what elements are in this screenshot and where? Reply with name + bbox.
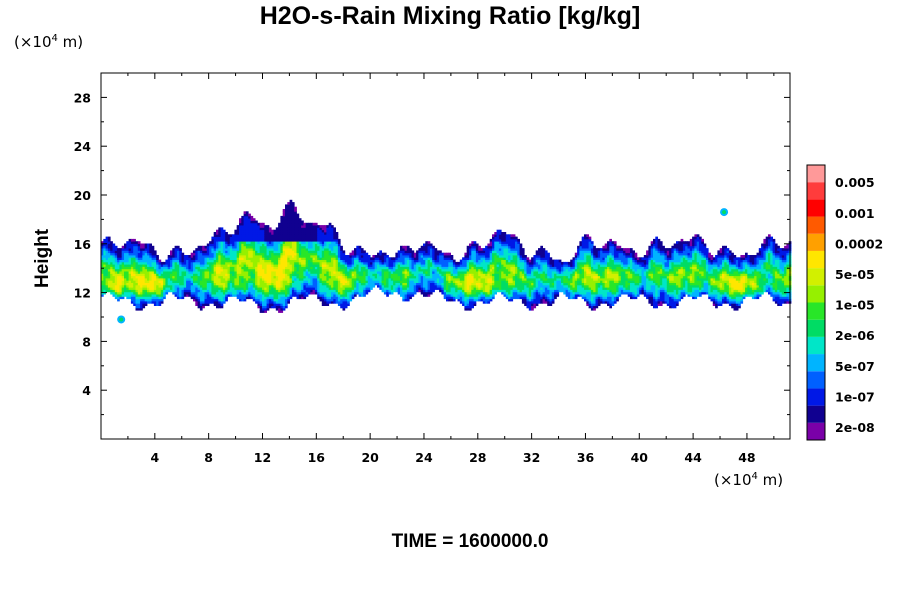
colorbar-segment [807,405,825,423]
x-tick-label: 4 [150,450,159,465]
colorbar-frame [806,164,826,441]
colorbar-segment [807,268,825,286]
colorbar-label: 1e-05 [835,298,875,313]
y-tick-label: 24 [74,139,92,154]
colorbar-segment [807,182,825,200]
y-tick-label: 4 [82,383,91,398]
colorbar-label: 1e-07 [835,389,875,404]
x-tick-label: 36 [577,450,595,465]
colorbar-segment [807,285,825,303]
x-tick-label: 40 [631,450,649,465]
x-tick-label: 28 [469,450,486,465]
y-tick-label: 8 [82,334,91,349]
chart-title: H2O-s-Rain Mixing Ratio [kg/kg] [259,2,641,30]
x-tick-label: 8 [204,450,213,465]
x-axis-unit: (×104 m) [714,471,784,489]
x-tick-label: 24 [415,450,433,465]
y-tick-label: 20 [74,188,92,203]
y-tick-label: 12 [74,286,91,301]
colorbar-label: 5e-07 [835,359,875,374]
colorbar-segment [807,354,825,372]
time-label: TIME = 1600000.0 [391,531,549,552]
isolated-cell-core-0 [119,317,124,322]
colorbar-segment [807,388,825,406]
colorbar-segment [807,371,825,389]
colorbar-segment [807,336,825,355]
colorbar-label: 5e-05 [835,267,875,282]
colorbar-label: 0.005 [835,175,875,190]
colorbar-label: 2e-06 [835,328,875,343]
colorbar-segment [807,302,825,320]
isolated-cell-core-1 [722,210,727,215]
x-tick-label: 48 [738,450,755,465]
colorbar-segment [807,422,825,440]
colorbar-label: 2e-08 [835,420,875,435]
x-tick-label: 20 [361,450,379,465]
x-tick-label: 16 [308,450,326,465]
colorbar-segment [807,319,825,337]
plot-frame [100,72,791,440]
colorbar-segment [807,165,825,183]
colorbar-segment [807,233,825,251]
y-tick-label: 28 [74,90,91,105]
colorbar-segment [807,199,825,217]
colorbar-segment [807,250,825,269]
y-tick-label: 16 [74,237,92,252]
y-axis-unit: (×104 m) [14,33,84,51]
colorbar-segment [807,216,825,234]
x-tick-label: 44 [684,450,702,465]
x-tick-label: 32 [523,450,540,465]
x-tick-label: 12 [254,450,271,465]
colorbar-label: 0.0002 [835,236,883,251]
heatmap-field [101,199,792,313]
colorbar-label: 0.001 [835,206,875,221]
